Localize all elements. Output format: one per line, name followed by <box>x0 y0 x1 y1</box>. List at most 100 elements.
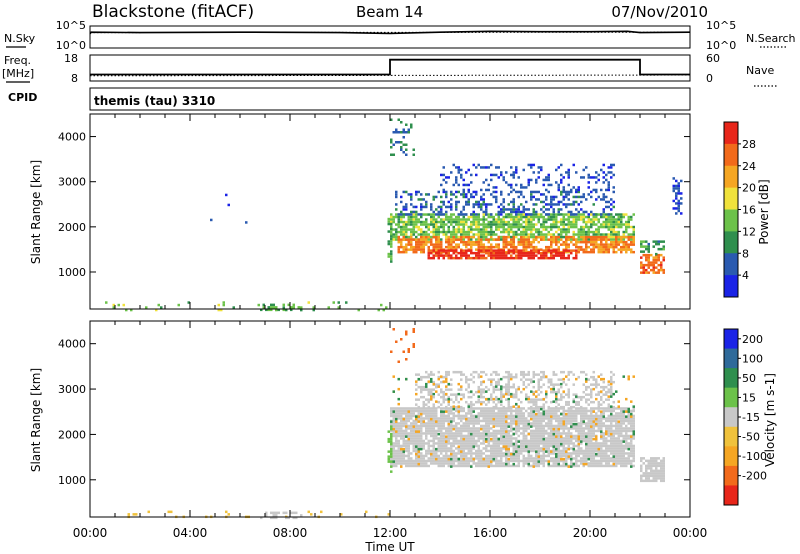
power-cell <box>447 254 450 257</box>
velocity-cell <box>510 414 513 418</box>
power-cell <box>495 256 498 260</box>
power-cell <box>565 238 568 241</box>
velocity-cell <box>645 477 648 480</box>
power-cell <box>542 233 545 236</box>
velocity-cell <box>415 452 418 456</box>
power-cell <box>500 220 503 224</box>
power-cell <box>530 228 533 231</box>
velocity-cell <box>605 452 608 455</box>
power-cell <box>592 188 595 192</box>
velocity-cell <box>462 437 465 441</box>
power-cell <box>542 178 545 182</box>
power-cell <box>622 243 625 246</box>
velocity-cell <box>660 479 663 483</box>
velocity-cell <box>425 442 428 445</box>
power-cell <box>520 238 523 241</box>
velocity-cell <box>610 407 613 410</box>
velocity-cell <box>450 459 453 463</box>
power-cell <box>515 233 518 236</box>
velocity-cell <box>555 419 558 423</box>
velocity-cell <box>420 417 423 420</box>
power-cell <box>430 208 433 211</box>
velocity-cell <box>412 437 415 440</box>
velocity-cell <box>512 454 515 458</box>
velocity-cell <box>420 464 423 468</box>
velocity-cell <box>420 444 423 448</box>
power-cell <box>615 233 618 236</box>
velocity-cell <box>515 412 518 415</box>
velocity-cell <box>472 459 475 463</box>
power-cell <box>410 198 413 201</box>
power-cell <box>430 238 433 241</box>
power-cell <box>427 238 430 241</box>
velocity-cell <box>557 398 560 401</box>
velocity-cell <box>600 427 603 430</box>
power-cell <box>570 225 573 229</box>
velocity-cell <box>500 417 503 420</box>
power-cell <box>485 251 488 255</box>
velocity-cell <box>547 439 550 443</box>
velocity-cell <box>515 390 518 394</box>
power-cell <box>482 200 485 204</box>
velocity-cell <box>487 407 490 410</box>
power-cell <box>572 220 575 224</box>
velocity-cell <box>490 383 493 386</box>
velocity-cell <box>417 432 420 435</box>
power-cell <box>412 225 415 229</box>
velocity-cell <box>432 442 435 445</box>
power-cell <box>475 220 478 224</box>
velocity-cell <box>555 405 558 409</box>
velocity-cell <box>655 464 658 468</box>
power-cell <box>337 301 340 304</box>
power-cell <box>542 225 545 229</box>
velocity-cell <box>502 407 505 410</box>
power-cell <box>510 245 513 249</box>
velocity-cell <box>435 383 438 386</box>
velocity-cell <box>505 427 508 430</box>
velocity-cell <box>435 424 438 428</box>
velocity-cell <box>595 383 598 386</box>
velocity-cell <box>412 432 415 435</box>
velocity-cell <box>565 439 568 443</box>
velocity-cell <box>567 427 570 430</box>
velocity-cell <box>527 439 530 443</box>
power-cell <box>475 225 478 229</box>
velocity-cell <box>557 457 560 460</box>
velocity-cell <box>507 437 510 440</box>
power-cell <box>512 233 515 236</box>
power-cell <box>410 210 413 214</box>
velocity-cell <box>590 447 593 450</box>
power-cell <box>497 251 500 255</box>
power-cell <box>455 243 458 246</box>
velocity-cell <box>460 457 463 460</box>
power-cell <box>607 250 610 254</box>
power-cell <box>555 254 558 257</box>
velocity-cell <box>642 472 645 475</box>
power-cell <box>522 208 525 211</box>
velocity-cell <box>505 412 508 415</box>
power-cell <box>462 240 465 244</box>
power-cell <box>607 186 610 189</box>
power-cell <box>187 301 190 304</box>
velocity-cell <box>492 437 495 440</box>
power-cell <box>622 215 625 219</box>
velocity-cell <box>615 419 618 423</box>
power-cell <box>502 198 505 201</box>
velocity-cell <box>452 439 455 443</box>
velocity-cell <box>437 464 440 468</box>
velocity-cell <box>567 439 570 443</box>
velocity-cell <box>647 479 650 483</box>
velocity-cell <box>475 464 478 468</box>
power-cell <box>612 230 615 234</box>
velocity-cell <box>415 432 418 435</box>
power-cell <box>555 195 558 199</box>
power-cell <box>565 205 568 209</box>
velocity-cell <box>460 397 463 401</box>
power-cell <box>512 251 515 255</box>
velocity-cell <box>602 457 605 460</box>
power-cell <box>600 213 603 216</box>
velocity-cell <box>462 422 465 425</box>
power-cell <box>405 228 408 231</box>
power-cell <box>672 184 675 188</box>
velocity-cell <box>517 452 520 455</box>
